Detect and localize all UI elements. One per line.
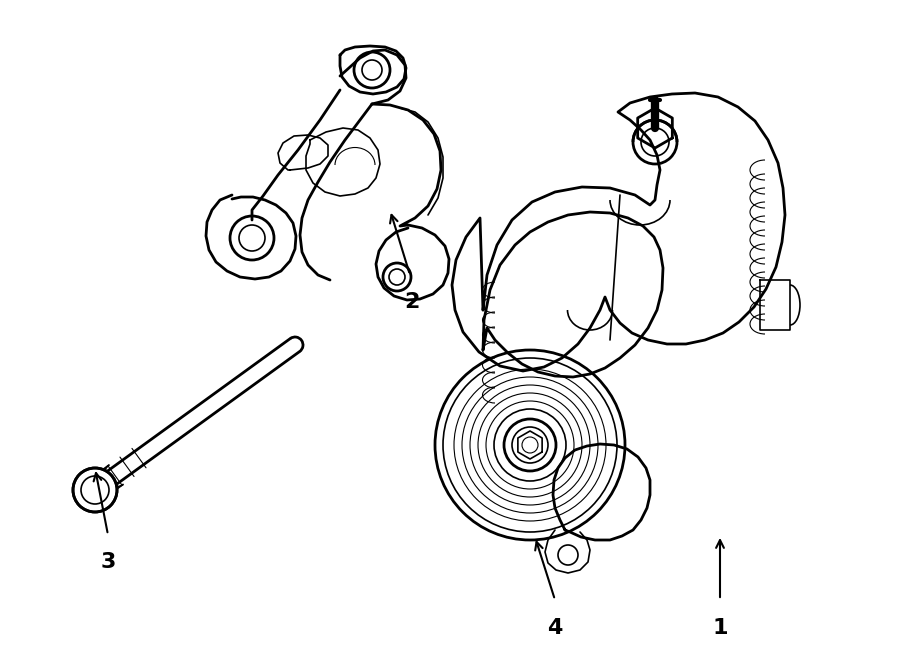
Text: 3: 3 <box>100 552 116 572</box>
Circle shape <box>73 468 117 512</box>
Text: 4: 4 <box>547 618 562 638</box>
Text: 2: 2 <box>404 292 419 312</box>
Text: 1: 1 <box>712 618 728 638</box>
